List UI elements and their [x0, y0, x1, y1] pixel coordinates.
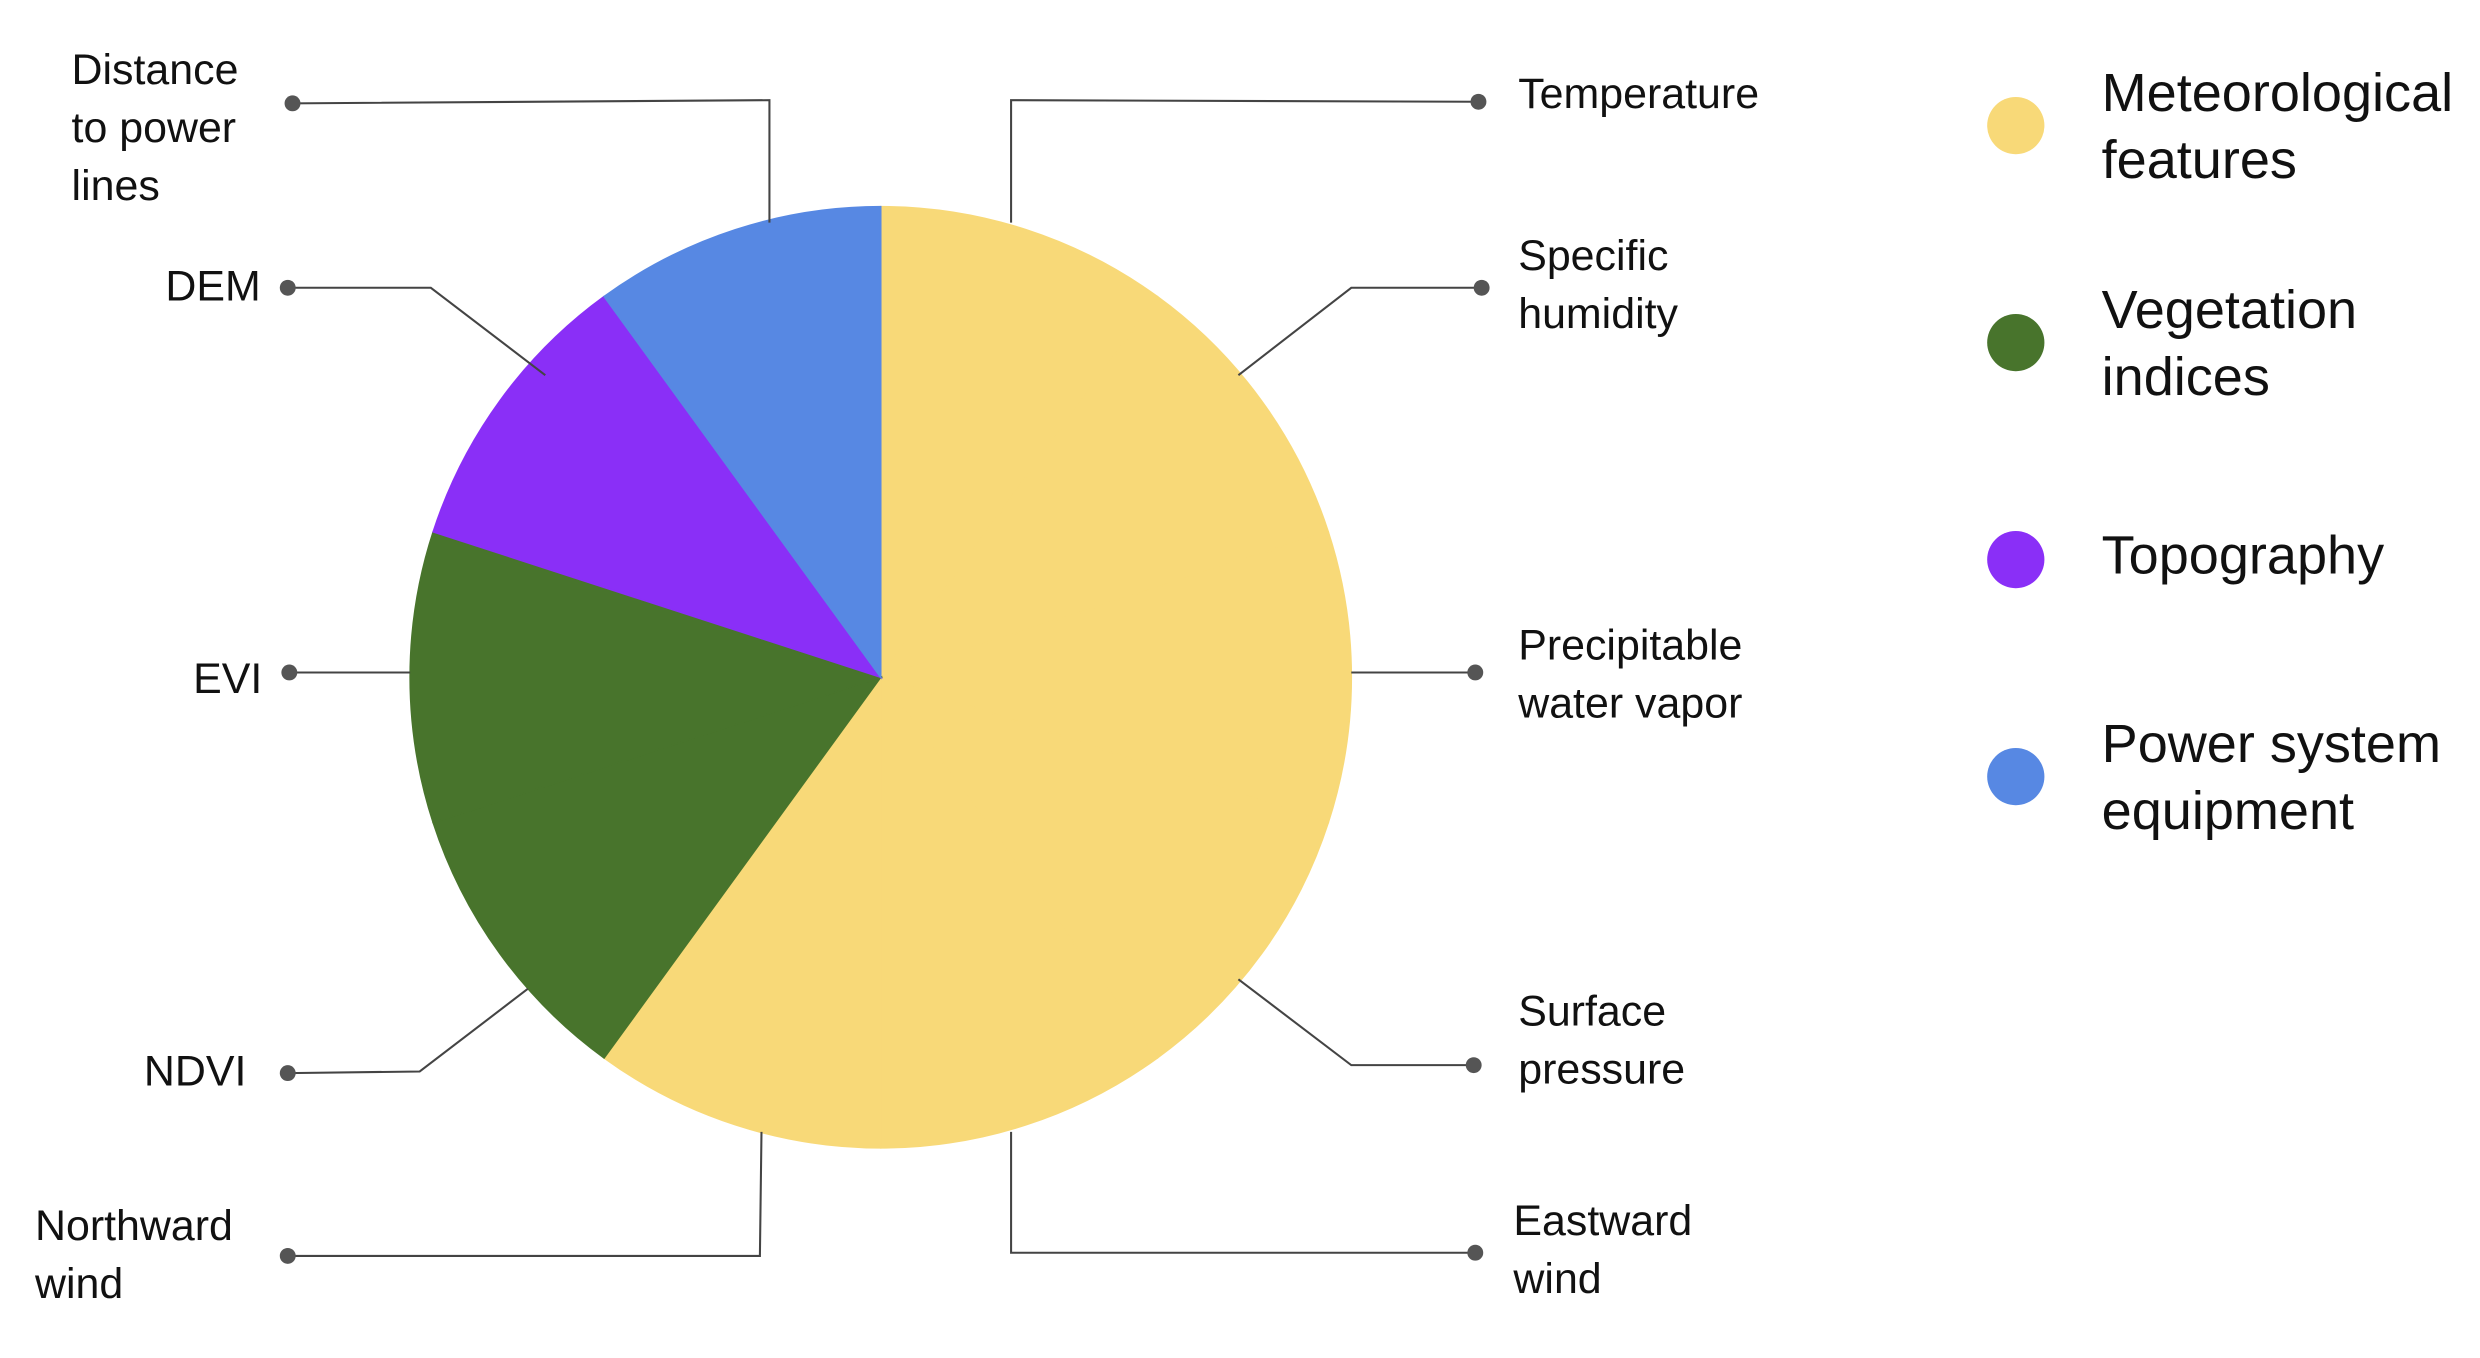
legend-label: Meteorological features	[2102, 63, 2454, 190]
pie-slice	[879, 205, 1159, 680]
leader-line	[287, 988, 529, 1075]
slice-label: NDVI	[144, 1048, 247, 1096]
leader-line	[1010, 1131, 1476, 1254]
pie-slice	[603, 205, 882, 680]
legend-swatch	[1987, 530, 2045, 589]
leader-dot	[279, 1065, 296, 1082]
slice-label: Surface pressure	[1518, 988, 1685, 1094]
leader-dot	[279, 1247, 296, 1264]
slice-label: Northward wind	[34, 1202, 233, 1308]
legend-swatch	[1987, 747, 2045, 806]
legend-swatch	[1987, 313, 2045, 372]
leader-line	[292, 99, 771, 223]
slice-label: Precipitable water vapor	[1517, 622, 1742, 728]
leader-dot	[1467, 1244, 1484, 1261]
pie-slice	[878, 530, 1352, 824]
leader-dot	[1465, 1057, 1482, 1074]
pie-slice	[432, 295, 883, 679]
legend-swatch	[1987, 96, 2045, 155]
leader-dot	[1473, 279, 1490, 296]
legend-label: Vegetation indices	[2102, 280, 2357, 407]
leader-line	[1237, 286, 1482, 377]
legend-label: Topography	[2102, 526, 2384, 586]
pie-slice	[879, 674, 1159, 1149]
slice-label: EVI	[193, 655, 262, 703]
leader-dot	[281, 664, 298, 681]
pie-slice	[409, 530, 884, 824]
slice-label: Specific humidity	[1518, 232, 1678, 338]
legend-label: Power system equipment	[2102, 714, 2441, 841]
leader-dot	[1470, 93, 1487, 110]
slice-label: Eastward wind	[1512, 1197, 1692, 1303]
leader-dot	[1467, 664, 1484, 681]
leader-line	[1010, 99, 1479, 223]
slice-label: Temperature	[1518, 70, 1759, 118]
leader-line	[1237, 978, 1474, 1067]
pie-slice	[878, 295, 1330, 679]
leader-line	[287, 286, 546, 377]
pie-slice	[603, 674, 882, 1149]
slice-label: Distance to power lines	[72, 46, 239, 210]
leader-line	[287, 1131, 763, 1257]
pie-slice	[878, 675, 1330, 1060]
leader-dot	[284, 95, 301, 112]
leader-dot	[279, 279, 296, 296]
pie-slice	[432, 675, 883, 1060]
slice-label: DEM	[165, 263, 260, 311]
